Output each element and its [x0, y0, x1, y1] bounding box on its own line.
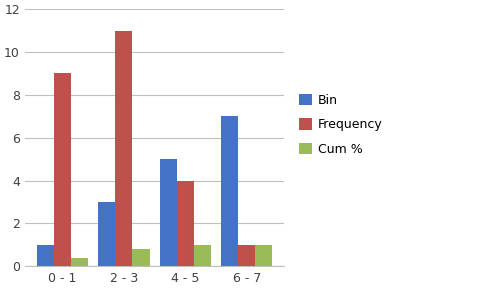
Bar: [193, 245, 211, 266]
Bar: [176, 181, 193, 266]
Bar: [255, 245, 272, 266]
Bar: [36, 245, 54, 266]
Bar: [238, 245, 255, 266]
Bar: [220, 116, 238, 266]
Bar: [132, 249, 149, 266]
Bar: [54, 73, 71, 266]
Legend: Bin, Frequency, Cum %: Bin, Frequency, Cum %: [292, 88, 388, 162]
Bar: [159, 159, 176, 266]
Bar: [71, 258, 88, 266]
Bar: [115, 31, 132, 266]
Bar: [98, 202, 115, 266]
